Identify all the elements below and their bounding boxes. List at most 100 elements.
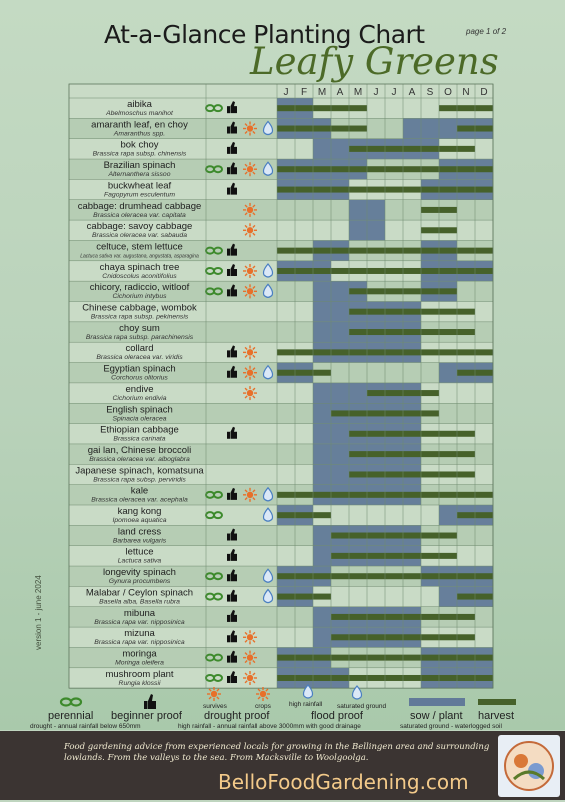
- legend-rainfall-note: high rainfall - annual rainfall above 30…: [178, 723, 361, 730]
- thumbs-up-icon: [227, 263, 237, 276]
- harvest-bar: [349, 471, 475, 478]
- crop-name: Ethiopian cabbage: [100, 425, 179, 436]
- crop-name: lettuce: [126, 547, 154, 558]
- thumbs-up-icon: [227, 182, 237, 195]
- crop-latin-name: Fagopyrum esculentum: [104, 191, 175, 198]
- crop-name: collard: [126, 343, 154, 354]
- thumbs-up-icon: [227, 650, 237, 663]
- thumbs-up-icon: [227, 670, 237, 683]
- crop-latin-name: Brassica oleracea var. acephala: [91, 497, 188, 504]
- legend-water-drop-icon: [302, 684, 314, 699]
- thumbs-up-icon: [227, 141, 237, 154]
- sun-icon: [243, 650, 257, 665]
- thumbs-up-icon: [227, 528, 237, 541]
- harvest-bar: [277, 593, 331, 600]
- month-tick-label: M: [318, 87, 326, 98]
- legend-icons: [59, 684, 516, 709]
- crop-name: amaranth leaf, en choy: [91, 119, 188, 130]
- page-number: page 1 of 2: [466, 27, 507, 36]
- legend-thumbs-up-icon: [144, 694, 156, 709]
- footer-tagline: Food gardening advice from experienced l…: [64, 742, 490, 763]
- harvest-bar: [331, 532, 457, 539]
- water-drop-icon: [262, 507, 274, 522]
- crop-name: gai lan, Chinese broccoli: [88, 445, 192, 456]
- sun-icon: [243, 121, 257, 136]
- crop-name: choy sum: [119, 323, 160, 334]
- crop-name: Egyptian spinach: [103, 364, 175, 375]
- crop-name: longevity spinach: [103, 567, 176, 578]
- legend-drought-note: drought - annual rainfall below 650mm: [30, 723, 141, 730]
- crop-latin-name: Brassica oleracea var. capitata: [93, 212, 186, 219]
- legend-harvest-swatch: [478, 699, 516, 705]
- thumbs-up-icon: [227, 162, 237, 175]
- crop-latin-name: Basella alba, Basella rubra: [99, 598, 180, 605]
- sun-icon: [243, 487, 257, 502]
- legend-saturated-label: saturated ground: [337, 703, 387, 710]
- month-tick-label: J: [284, 87, 289, 98]
- water-drop-icon: [262, 263, 274, 278]
- thumbs-up-icon: [227, 569, 237, 582]
- month-tick-label: O: [444, 87, 452, 98]
- water-drop-icon: [262, 364, 274, 380]
- month-tick-label: D: [480, 87, 487, 98]
- row-background: [69, 281, 493, 302]
- footer: [0, 731, 565, 800]
- water-drop-icon: [262, 120, 274, 136]
- legend-crops-label: crops: [255, 703, 271, 710]
- crop-latin-name: Spinacia oleracea: [112, 415, 166, 422]
- thumbs-up-icon: [227, 426, 237, 439]
- crop-name: Chinese cabbage, wombok: [82, 303, 197, 314]
- footer-site-link[interactable]: BelloFoodGardening.com: [218, 770, 469, 794]
- crop-latin-name: Brassica carinata: [113, 436, 165, 443]
- harvest-bar: [277, 105, 367, 112]
- month-tick-label: J: [392, 87, 397, 98]
- harvest-bar: [349, 329, 475, 336]
- crop-name: Malabar / Ceylon spinach: [86, 587, 193, 598]
- crop-latin-name: Brassica rapa subsp. perviridis: [93, 476, 186, 483]
- crop-name: aibika: [127, 99, 153, 110]
- crop-latin-name: Cichorium endivia: [112, 395, 166, 402]
- legend-sun-icon: [207, 687, 221, 701]
- crop-latin-name: Ipomoea aquatica: [112, 517, 166, 524]
- legend-infinity-icon: [59, 697, 83, 707]
- thumbs-up-icon: [227, 548, 237, 561]
- crop-name: kale: [131, 486, 148, 497]
- month-tick-label: M: [354, 87, 362, 98]
- month-tick-label: A: [337, 87, 344, 98]
- sun-icon: [243, 263, 257, 278]
- crop-latin-name: Gynura procumbens: [109, 578, 171, 585]
- crop-name: moringa: [122, 648, 157, 659]
- legend-survives-label: survives: [203, 703, 227, 710]
- legend-saturated-note: saturated ground - waterlogged soil: [400, 723, 502, 730]
- header-row: [69, 84, 493, 98]
- logo-image: [498, 735, 560, 797]
- legend-high-rainfall-label: high rainfall: [289, 701, 323, 708]
- water-drop-icon: [262, 283, 274, 298]
- crop-latin-name: Alternanthera sissoo: [108, 171, 171, 178]
- legend-beginner-label: beginner proof: [111, 710, 182, 722]
- sow-band: [403, 118, 493, 139]
- crop-name: chicory, radiccio, witloof: [90, 282, 190, 293]
- crop-latin-name: Brassica rapa subsp. chinensis: [93, 151, 187, 158]
- harvest-bar: [439, 105, 493, 112]
- chart-subtitle: Leafy Greens: [250, 40, 499, 83]
- water-drop-icon: [262, 161, 274, 176]
- crop-latin-name: Amaranthus spp.: [113, 130, 165, 137]
- crop-latin-name: Brassica rapa subsp. pekinensis: [91, 314, 189, 321]
